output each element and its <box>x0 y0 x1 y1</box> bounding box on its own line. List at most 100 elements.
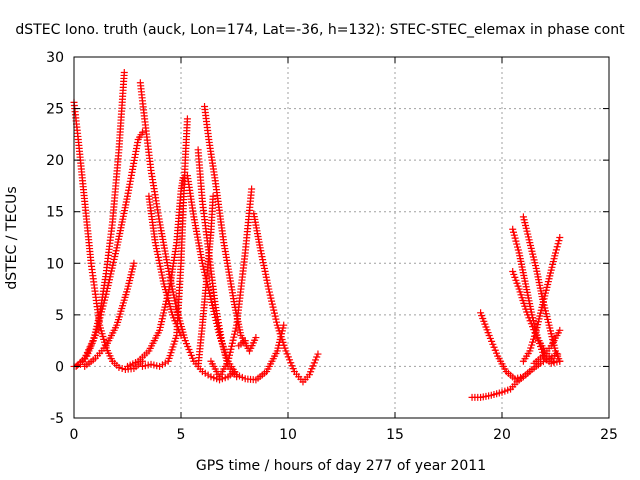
data-point <box>307 368 315 376</box>
data-point <box>262 273 270 281</box>
data-point <box>248 185 256 193</box>
data-point <box>490 343 498 351</box>
data-point <box>485 331 493 339</box>
data-point <box>527 320 535 328</box>
data-point <box>96 314 104 322</box>
data-point <box>185 345 193 353</box>
data-point <box>232 324 240 332</box>
data-point <box>262 270 270 278</box>
data-point <box>186 348 194 356</box>
data-point <box>226 351 234 359</box>
series-12 <box>207 185 256 381</box>
data-point <box>199 262 207 270</box>
data-point <box>157 265 165 273</box>
data-point <box>226 348 234 356</box>
data-point <box>138 128 146 136</box>
data-point <box>488 337 496 345</box>
data-point <box>209 192 217 200</box>
data-point <box>553 243 561 251</box>
data-point <box>101 293 109 301</box>
data-point <box>314 350 322 358</box>
data-point <box>258 253 266 261</box>
data-point <box>526 317 534 325</box>
data-point <box>529 338 537 346</box>
data-point <box>552 249 559 257</box>
data-point <box>181 337 189 345</box>
data-points <box>70 68 564 401</box>
data-point <box>259 256 267 264</box>
data-point <box>268 297 276 305</box>
data-point <box>269 303 277 311</box>
data-point <box>264 279 272 287</box>
axis-ticks: 0 5 10 15 20 25 -5 0 5 10 15 20 25 30 <box>46 50 618 443</box>
data-point <box>527 344 535 352</box>
data-point <box>115 363 123 371</box>
data-point <box>257 247 265 255</box>
data-point <box>224 357 232 365</box>
series-7 <box>138 115 191 370</box>
data-point <box>283 350 291 358</box>
y-tick-label: 15 <box>46 205 64 221</box>
data-point <box>151 239 159 247</box>
data-point <box>207 295 215 303</box>
data-point <box>265 288 273 296</box>
data-point <box>492 349 500 357</box>
data-point <box>98 305 106 313</box>
x-tick-label: 10 <box>279 427 297 443</box>
data-point <box>305 371 313 379</box>
data-point <box>228 342 236 350</box>
data-point <box>510 228 518 236</box>
data-point <box>272 315 280 323</box>
data-point <box>225 354 233 362</box>
data-point <box>94 323 102 331</box>
data-point <box>256 244 264 252</box>
data-point <box>263 276 271 284</box>
data-point <box>556 357 564 365</box>
data-point <box>514 243 522 251</box>
data-point <box>491 346 499 354</box>
series-9 <box>201 103 260 355</box>
data-point <box>270 309 278 317</box>
data-point <box>227 345 235 353</box>
data-point <box>158 271 166 279</box>
data-point <box>97 311 105 319</box>
data-point <box>264 282 272 290</box>
y-tick-label: 20 <box>46 153 64 169</box>
data-point <box>100 299 108 307</box>
data-point <box>514 246 522 254</box>
data-point <box>530 332 538 340</box>
data-point <box>231 327 239 335</box>
x-axis-label: GPS time / hours of day 277 of year 2011 <box>196 458 486 474</box>
y-tick-label: 0 <box>55 359 64 375</box>
data-point <box>91 331 99 339</box>
data-point <box>153 247 161 255</box>
data-point <box>165 267 173 275</box>
x-tick-label: 5 <box>177 427 186 443</box>
data-point <box>529 335 537 343</box>
data-point <box>200 265 208 273</box>
data-point <box>118 364 126 372</box>
data-point <box>187 351 195 359</box>
data-point <box>312 356 320 364</box>
data-point <box>511 234 519 242</box>
data-point <box>252 334 260 342</box>
series-3 <box>81 259 138 370</box>
series-21 <box>530 326 564 367</box>
data-point <box>92 329 100 337</box>
data-point <box>164 264 172 272</box>
series-11 <box>194 192 217 370</box>
data-point <box>101 296 109 304</box>
data-point <box>93 326 101 334</box>
data-point <box>549 357 557 365</box>
data-point <box>489 340 497 348</box>
data-point <box>310 359 318 367</box>
series-6 <box>124 174 187 370</box>
data-point <box>228 339 236 347</box>
data-point <box>529 323 537 331</box>
data-point <box>271 312 279 320</box>
data-point <box>231 330 238 338</box>
chart-title: dSTEC Iono. truth (auck, Lon=174, Lat=-3… <box>15 22 625 38</box>
data-point <box>308 365 316 373</box>
data-point <box>170 291 178 299</box>
